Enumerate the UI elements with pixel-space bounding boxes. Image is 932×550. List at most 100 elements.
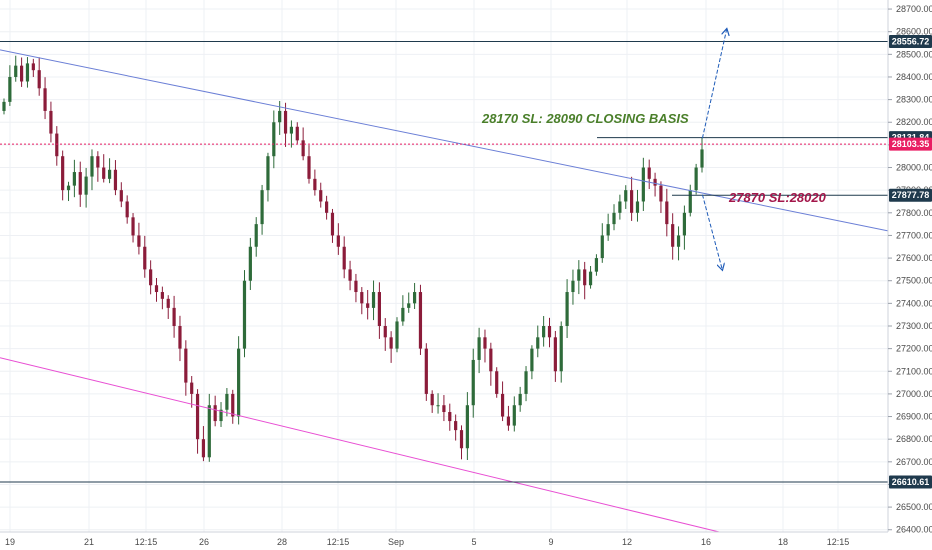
annotation-label: 27870 SL:28020 — [728, 190, 827, 205]
candle-body — [630, 190, 634, 213]
price-tick-label: 27300.00 — [896, 321, 932, 331]
candle-body — [448, 412, 452, 422]
candle-body — [178, 325, 182, 349]
candle-body — [371, 292, 376, 308]
time-tick-label: 28 — [277, 537, 287, 547]
trendline — [0, 357, 720, 533]
price-tick-label: 26900.00 — [896, 412, 932, 422]
candle-body — [254, 224, 258, 247]
candle-body — [571, 280, 575, 293]
time-tick-label: Sep — [388, 537, 404, 547]
price-tick-label: 28000.00 — [896, 163, 932, 173]
candle-body — [195, 393, 200, 440]
candle-body — [653, 178, 657, 186]
candle-body — [436, 405, 440, 407]
candle-body — [671, 224, 675, 247]
candle-body — [500, 393, 505, 417]
candle-body — [524, 371, 528, 394]
time-axis[interactable]: 19 21 12:15 26 28 12:15 Sep 5 9 12 16 18 12:15 — [5, 537, 849, 547]
candle-body — [366, 303, 370, 308]
candle-body — [78, 172, 82, 195]
candle-body — [184, 348, 188, 383]
candle-body — [495, 371, 499, 394]
candle-body — [43, 88, 47, 111]
candle-body — [647, 167, 651, 179]
candle-body — [336, 235, 340, 247]
candle-body — [66, 185, 71, 191]
candle-body — [342, 246, 346, 270]
candle-body — [583, 269, 587, 286]
time-tick-label: 19 — [5, 537, 15, 547]
candle-body — [459, 430, 464, 449]
candle-body — [676, 235, 681, 247]
price-tick-label: 27800.00 — [896, 208, 932, 218]
candle-body — [360, 292, 364, 304]
time-tick-label: 9 — [548, 537, 553, 547]
candle-body — [418, 292, 423, 349]
candle-body — [483, 337, 487, 349]
candle-body — [283, 110, 288, 134]
price-tick-label: 26700.00 — [896, 457, 932, 467]
candle-body — [694, 167, 698, 191]
candle-body — [237, 348, 241, 417]
candle-body — [90, 156, 94, 177]
annotations: 28170 SL: 28090 CLOSING BASIS 27870 SL:28… — [481, 111, 827, 205]
candle-body — [618, 201, 622, 213]
candle-body — [260, 190, 264, 225]
candle-body — [348, 269, 352, 281]
horizontal-levels[interactable] — [0, 40, 888, 483]
candle-body — [55, 133, 59, 157]
candle-body — [542, 325, 546, 338]
candle-body — [31, 63, 35, 71]
candle-body — [301, 140, 305, 157]
candle-body — [8, 76, 12, 102]
grid-lines — [0, 0, 888, 532]
annotation-label: 28170 SL: 28090 CLOSING BASIS — [481, 111, 689, 126]
candle-body — [61, 156, 65, 191]
candle-body — [295, 126, 299, 141]
candle-body — [266, 156, 270, 191]
candle-body — [119, 190, 123, 202]
candle-body — [272, 122, 276, 157]
candle-body — [14, 65, 18, 77]
candle-body — [190, 382, 194, 394]
candle-body — [37, 70, 41, 89]
candle-body — [489, 348, 493, 372]
trendline — [0, 49, 889, 232]
candle-body — [107, 169, 112, 179]
candle-body — [606, 224, 610, 236]
projection-arrows[interactable] — [701, 29, 726, 270]
candle-body — [149, 269, 153, 286]
candle-body — [471, 359, 475, 406]
price-badge-label: 28556.72 — [892, 36, 930, 46]
price-tick-label: 27000.00 — [896, 389, 932, 399]
candle-body — [553, 337, 557, 372]
candle-body — [454, 421, 458, 431]
trendlines[interactable] — [0, 49, 889, 533]
candle-body — [700, 149, 704, 168]
price-axis[interactable]: 26400.0026500.0026600.0026700.0026800.00… — [888, 4, 932, 535]
projection-arrow — [701, 194, 722, 270]
price-tick-label: 27600.00 — [896, 253, 932, 263]
candle-body — [225, 393, 229, 410]
candle-body — [231, 393, 235, 417]
price-tick-label: 27100.00 — [896, 366, 932, 376]
candle-body — [166, 298, 170, 308]
projection-arrow — [701, 29, 726, 139]
price-badge — [889, 475, 932, 489]
candle-body — [547, 325, 552, 338]
candle-body — [319, 190, 323, 202]
candle-body — [2, 101, 6, 111]
price-badge-label: 27877.78 — [892, 190, 930, 200]
candle-body — [465, 405, 469, 449]
time-tick-label: 12 — [622, 537, 632, 547]
candle-body — [377, 292, 381, 326]
price-tick-label: 26500.00 — [896, 502, 932, 512]
time-tick-label: 5 — [471, 537, 476, 547]
price-tick-label: 26400.00 — [896, 525, 932, 535]
candle-body — [113, 169, 118, 191]
price-tick-label: 28700.00 — [896, 4, 932, 14]
price-badge-label: 26610.61 — [892, 477, 930, 487]
candle-body — [330, 212, 335, 236]
